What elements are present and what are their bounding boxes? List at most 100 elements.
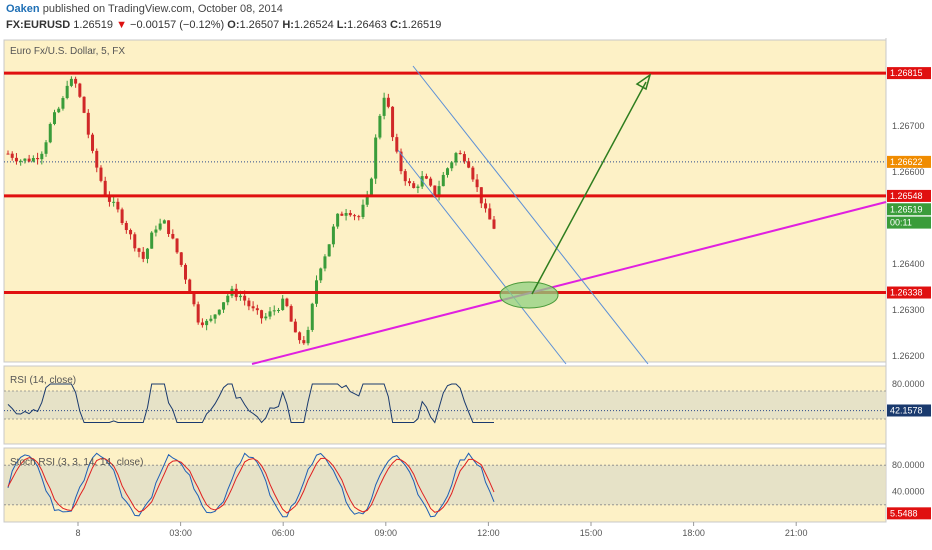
candle bbox=[192, 293, 196, 305]
candle bbox=[391, 106, 395, 138]
candle bbox=[251, 306, 255, 309]
arrowhead-icon bbox=[635, 73, 652, 91]
candle bbox=[475, 179, 479, 188]
candle bbox=[175, 238, 179, 253]
candle bbox=[145, 248, 149, 259]
candle bbox=[327, 244, 331, 257]
candle bbox=[188, 279, 192, 294]
candle bbox=[331, 226, 335, 245]
candle bbox=[57, 108, 61, 113]
candle bbox=[99, 167, 103, 181]
author-name[interactable]: Oaken bbox=[6, 3, 40, 15]
candle bbox=[217, 309, 221, 315]
last-price: 1.26519 bbox=[73, 19, 113, 31]
candle bbox=[162, 220, 166, 224]
candle bbox=[120, 209, 124, 224]
target-ellipse[interactable] bbox=[499, 281, 559, 309]
candle bbox=[458, 153, 462, 155]
candle bbox=[433, 185, 437, 196]
candle bbox=[167, 220, 171, 234]
candle bbox=[268, 311, 272, 317]
channel-lower-line[interactable] bbox=[397, 149, 567, 365]
price-tag bbox=[887, 67, 931, 80]
price-tick-label: 1.26400 bbox=[892, 259, 925, 269]
projection-arrow[interactable] bbox=[531, 81, 647, 295]
rsi-tick-label: 80.0000 bbox=[892, 379, 925, 389]
candle bbox=[40, 153, 44, 160]
candle bbox=[361, 204, 365, 217]
candle bbox=[36, 158, 40, 160]
candle bbox=[86, 112, 90, 135]
price-tag-label: 1.26338 bbox=[890, 288, 923, 298]
candle bbox=[196, 304, 200, 323]
candle bbox=[19, 160, 23, 162]
candle bbox=[386, 97, 390, 107]
low-value: 1.26463 bbox=[347, 19, 387, 31]
stoch-band bbox=[5, 465, 885, 505]
candle bbox=[103, 180, 107, 196]
price-axis[interactable] bbox=[886, 38, 932, 522]
candle bbox=[6, 153, 10, 155]
main-pane[interactable] bbox=[3, 39, 887, 363]
trendline[interactable] bbox=[251, 201, 887, 365]
stoch-value-tag bbox=[887, 507, 931, 520]
price-tag bbox=[887, 286, 931, 299]
candle bbox=[91, 134, 95, 151]
time-tick-label: 21:00 bbox=[785, 528, 808, 538]
candle bbox=[272, 310, 276, 312]
candle bbox=[154, 229, 158, 233]
candle bbox=[183, 264, 187, 280]
candle bbox=[23, 158, 27, 161]
stoch-tick-label: 80.0000 bbox=[892, 460, 925, 470]
candle bbox=[171, 233, 175, 239]
price-tag-label: 1.26548 bbox=[890, 191, 923, 201]
candle bbox=[133, 234, 137, 249]
candle bbox=[107, 195, 111, 202]
candle bbox=[129, 230, 133, 235]
price-change: −0.00157 (−0.12%) bbox=[130, 19, 225, 31]
candle bbox=[74, 78, 78, 84]
candle bbox=[285, 298, 289, 307]
time-tick-label: 03:00 bbox=[169, 528, 192, 538]
candle bbox=[44, 142, 48, 154]
candle bbox=[454, 153, 458, 163]
candle bbox=[141, 251, 145, 259]
stoch-tick-label: 40.0000 bbox=[892, 487, 925, 497]
time-tick-label: 18:00 bbox=[682, 528, 705, 538]
candle bbox=[243, 295, 247, 301]
candle bbox=[65, 85, 69, 99]
price-tag-label: 1.26622 bbox=[890, 157, 923, 167]
candle bbox=[488, 208, 492, 220]
price-tag-label: 1.26815 bbox=[890, 68, 923, 78]
candle bbox=[124, 223, 128, 231]
candle bbox=[319, 268, 323, 281]
price-tick-label: 1.26200 bbox=[892, 351, 925, 361]
chart-canvas[interactable]: 1.26700 1.26600 1.26400 1.26300 1.26200 80.00… bbox=[0, 38, 932, 550]
rsi-band bbox=[5, 391, 885, 419]
candle bbox=[205, 320, 209, 326]
candle bbox=[137, 248, 141, 252]
candle bbox=[264, 316, 268, 319]
candle bbox=[226, 295, 230, 303]
candle bbox=[276, 309, 280, 311]
high-label: H: bbox=[282, 19, 294, 31]
candle bbox=[293, 321, 297, 333]
close-value: 1.26519 bbox=[401, 19, 442, 31]
candle bbox=[353, 215, 357, 217]
candle bbox=[116, 201, 120, 210]
time-tick-label: 09:00 bbox=[375, 528, 398, 538]
candle bbox=[467, 161, 471, 168]
rsi-value-tag-label: 42.1578 bbox=[890, 405, 923, 415]
symbol[interactable]: FX:EURUSD bbox=[6, 19, 71, 31]
time-tick-label: 06:00 bbox=[272, 528, 295, 538]
candle bbox=[247, 300, 251, 307]
candle bbox=[150, 232, 154, 249]
price-tick-label: 1.26600 bbox=[892, 167, 925, 177]
candle bbox=[281, 298, 285, 310]
price-tick-label: 1.26300 bbox=[892, 305, 925, 315]
candle bbox=[403, 171, 407, 182]
stoch-pane-label: Stoch RSI (3, 3, 14, 14, close) bbox=[10, 457, 143, 468]
candle bbox=[48, 123, 52, 143]
channel-upper-line[interactable] bbox=[412, 65, 649, 365]
publisher-line: Oaken published on TradingView.com, Octo… bbox=[6, 3, 283, 17]
